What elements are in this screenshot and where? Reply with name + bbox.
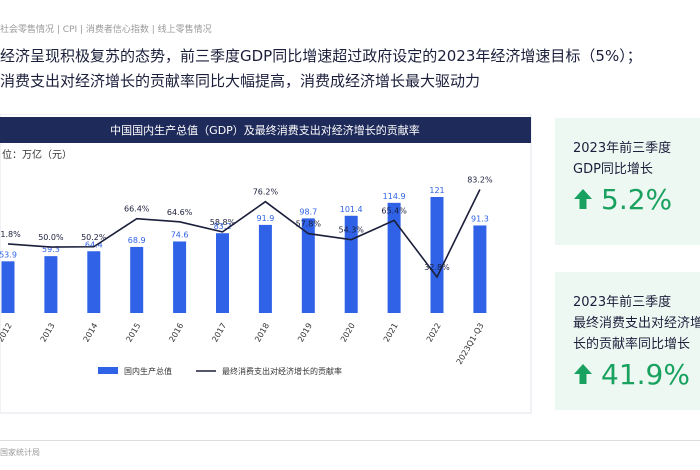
bar-value-label: 83.2 [214,222,232,231]
chart-title: 中国国内生产总值（GDP）及最终消费支出对经济增长的贡献率 [110,123,420,137]
bar-value-label: 68.9 [128,236,146,245]
line-value-label: 66.4% [124,205,150,214]
headline-line: 经济呈现积极复苏的态势，前三季度GDP同比增速超过政府设定的2023年经济增速目… [0,47,642,65]
bar-value-label: 59.3 [42,245,60,254]
bar-value-label: 64.4 [85,240,103,249]
bar-value-label: 91.3 [471,214,489,223]
line-value-label: 65.4% [381,206,407,215]
line-value-label: 58.8% [210,218,236,227]
headline: 经济呈现积极复苏的态势，前三季度GDP同比增速超过政府设定的2023年经济增速目… [0,44,642,94]
legend-label: 最终消费支出对经济增长的贡献率 [222,366,342,376]
line-value-label: 57.8% [296,220,322,229]
line-value-label: 50.0% [38,233,64,242]
bar [130,246,144,313]
card-value: 5.2% [601,182,673,216]
legend-swatch [98,367,118,374]
chart: 中国国内生产总值（GDP）及最终消费支出对经济增长的贡献率 位：万亿（元） 20… [0,114,532,414]
bar [173,241,187,313]
line-value-label: 32.8% [424,263,450,272]
line-value-label: 64.6% [167,208,193,217]
card-line: 2023年前三季度 [573,295,672,310]
bar [216,233,229,313]
up-arrow [574,189,592,209]
bar-value-label: 121 [429,186,444,195]
title-bar [0,117,531,143]
card-line: 最终消费支出对经济增 [573,316,700,331]
line-value-label: 50.2% [81,233,107,242]
line-value-label: 83.2% [467,176,493,185]
bar-value-label: 98.7 [299,207,317,216]
kpi-card: 2023年前三季度 最终消费支出对经济增 长的贡献率同比增长 41.9% [555,272,700,410]
bar [430,196,444,313]
divider [0,440,700,441]
line-value-label: 51.8% [0,230,21,239]
card-line: 2023年前三季度 [573,141,672,156]
bar [1,261,15,313]
bar [344,215,358,313]
card-value: 41.9% [601,357,690,391]
unit-label: 位：万亿（元） [2,148,72,161]
bar [473,225,487,313]
bar-value-label: 101.4 [340,205,363,214]
legend-label: 国内生产总值 [124,366,172,376]
breadcrumb: 社会零售情况 | CPI | 消费者信心指数 | 线上零售情况 [0,25,212,35]
bar [258,224,272,313]
bar-value-label: 91.9 [256,214,274,223]
bar-value-label: 74.6 [171,230,189,239]
kpi-card: 2023年前三季度 GDP同比增长 5.2% [555,118,700,245]
bar-value-label: 53.9 [0,250,17,259]
bar [44,256,58,313]
card-line: GDP同比增长 [573,162,653,177]
line-value-label: 54.3% [338,226,364,235]
headline-line: 消费支出对经济增长的贡献率同比大幅提高，消费成经济增长最大驱动力 [0,72,481,90]
line [7,189,481,279]
card-line: 长的贡献率同比增长 [573,337,691,352]
up-arrow [574,364,592,384]
bar [87,251,101,313]
bar-value-label: 114.9 [383,192,406,201]
source: 国家统计局 [0,448,40,457]
bar [387,202,401,313]
line-value-label: 76.2% [253,188,279,197]
bar [301,218,315,313]
